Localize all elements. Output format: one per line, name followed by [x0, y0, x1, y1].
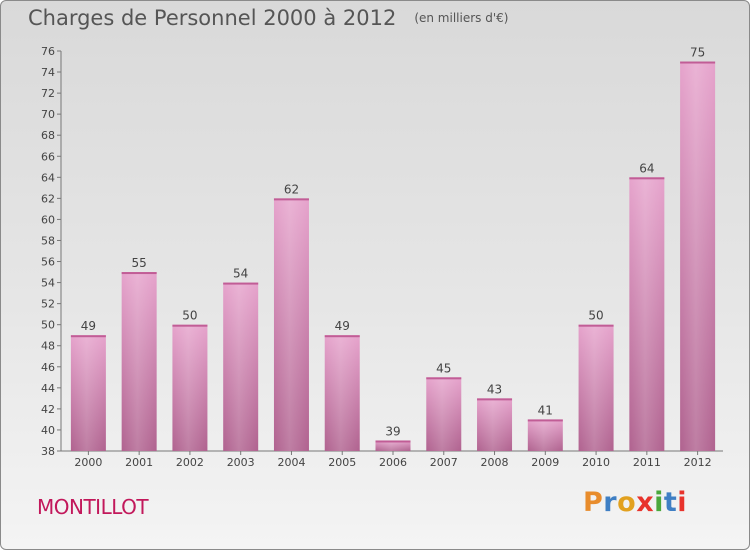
bar-sheen [426, 377, 462, 451]
bar-sheen [324, 335, 360, 451]
y-tick-label: 54 [41, 277, 55, 290]
bar-value-label: 49 [81, 319, 96, 333]
bar-top-edge [121, 272, 157, 275]
bar-sheen [121, 272, 157, 451]
x-tick-label: 2001 [125, 456, 153, 469]
bar-value-label: 49 [335, 319, 350, 333]
chart-title: Charges de Personnel 2000 à 2012 (en mill… [28, 6, 508, 30]
bar-top-edge [375, 440, 411, 443]
y-tick-label: 68 [41, 129, 55, 142]
bar-value-label: 54 [233, 267, 248, 281]
bar-value-label: 62 [284, 182, 299, 196]
y-tick-label: 66 [41, 150, 55, 163]
bar-top-edge [172, 324, 208, 327]
logo-letter: o [617, 487, 637, 518]
bar-sheen [273, 198, 309, 451]
x-tick-label: 2012 [684, 456, 712, 469]
bar-sheen [680, 61, 716, 452]
logo-letter: i [654, 487, 664, 518]
y-tick-label: 64 [41, 171, 55, 184]
x-tick-label: 2002 [176, 456, 204, 469]
x-tick-label: 2011 [633, 456, 661, 469]
bar-value-label: 41 [538, 403, 553, 417]
bar-top-edge [477, 398, 513, 401]
bar-value-label: 50 [588, 309, 603, 323]
bar-sheen [70, 335, 106, 451]
y-tick-label: 72 [41, 87, 55, 100]
chart-title-text: Charges de Personnel 2000 à 2012 [28, 6, 397, 30]
x-tick-label: 2008 [481, 456, 509, 469]
y-tick-label: 58 [41, 234, 55, 247]
y-tick-label: 62 [41, 192, 55, 205]
y-tick-label: 70 [41, 108, 55, 121]
bar-top-edge [578, 324, 614, 327]
bar-sheen [527, 419, 563, 451]
x-tick-label: 2005 [328, 456, 356, 469]
proxiti-logo: Proxiti [583, 487, 687, 518]
x-tick-label: 2009 [531, 456, 559, 469]
bar-sheen [223, 282, 259, 451]
y-tick-label: 46 [41, 361, 55, 374]
logo-letter: i [677, 487, 688, 518]
bar-sheen [578, 324, 614, 451]
y-tick-label: 44 [41, 382, 55, 395]
bar-top-edge [527, 419, 563, 422]
bar-sheen [172, 324, 208, 451]
x-tick-label: 2004 [277, 456, 305, 469]
axis-layer: 38 40 42 44 46 48 50 52 54 56 58 60 62 64 66 68 70 72 74 76… [41, 45, 723, 469]
bar-top-edge [223, 282, 259, 285]
y-tick-label: 76 [41, 45, 55, 58]
bar-sheen [477, 398, 513, 451]
bar-value-label: 64 [639, 161, 654, 175]
x-tick-label: 2000 [74, 456, 102, 469]
y-tick-label: 38 [41, 445, 55, 458]
x-tick-label: 2007 [430, 456, 458, 469]
logo-letter: t [663, 487, 678, 518]
x-tick-label: 2010 [582, 456, 610, 469]
y-tick-label: 52 [41, 298, 55, 311]
bar-top-edge [426, 377, 462, 380]
commune-name: MONTILLOT [37, 495, 149, 519]
y-tick-label: 40 [41, 424, 55, 437]
y-tick-label: 56 [41, 256, 55, 269]
y-tick-label: 48 [41, 340, 55, 353]
y-tick-label: 74 [41, 66, 55, 79]
bar-top-edge [680, 61, 716, 64]
bar-value-label: 39 [385, 424, 400, 438]
chart-subtitle: (en milliers d'€) [414, 11, 509, 25]
x-tick-label: 2003 [227, 456, 255, 469]
y-tick-label: 50 [41, 319, 55, 332]
y-tick-label: 60 [41, 213, 55, 226]
bar-sheen [629, 177, 665, 451]
bar-top-edge [629, 177, 665, 180]
bar-sheen [375, 440, 411, 451]
bar-top-edge [273, 198, 309, 201]
bar-value-label: 45 [436, 361, 451, 375]
bar-top-edge [324, 335, 360, 338]
y-tick-label: 42 [41, 403, 55, 416]
logo-letter: P [583, 487, 604, 518]
x-tick-label: 2006 [379, 456, 407, 469]
bar-value-label: 43 [487, 382, 502, 396]
logo-letter: x [636, 487, 655, 518]
bars-layer: 49 55 50 54 62 49 39 45 43 41 50 64 75 [70, 46, 716, 452]
bar-top-edge [70, 335, 106, 338]
logo-letter: r [603, 487, 618, 518]
bar-value-label: 75 [690, 46, 705, 60]
bar-value-label: 55 [132, 256, 147, 270]
bar-value-label: 50 [182, 309, 197, 323]
